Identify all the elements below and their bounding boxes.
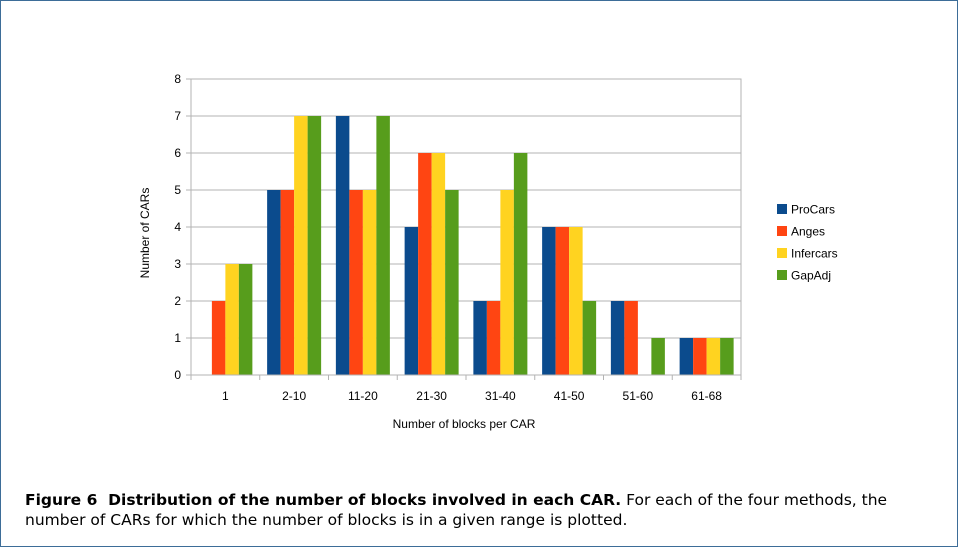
caption-label: Figure 6 bbox=[25, 491, 98, 509]
bar-chart: 0 1 2 3 4 5 6 7 8 1 2-10 11-20 21-30 31-40 41-50 51-60… bbox=[138, 72, 838, 431]
bar-anges-41-50 bbox=[555, 227, 570, 375]
y-tick-label: 1 bbox=[174, 331, 181, 345]
bar-gapadj-21-30 bbox=[445, 190, 459, 375]
bar-procars-51-60 bbox=[610, 301, 625, 375]
legend-label-infercars: Infercars bbox=[791, 247, 838, 261]
bar-anges-2-10 bbox=[280, 190, 295, 375]
figure-caption: Figure 6 Distribution of the number of b… bbox=[25, 490, 945, 530]
x-tick-label: 41-50 bbox=[554, 389, 585, 403]
bar-anges-1 bbox=[211, 301, 226, 375]
bar-procars-31-40 bbox=[473, 301, 487, 375]
y-tick-label: 0 bbox=[174, 368, 181, 382]
legend-swatch-procars bbox=[777, 204, 787, 214]
legend-swatch-gapadj bbox=[777, 270, 787, 280]
bar-procars-11-20 bbox=[335, 116, 350, 375]
bar-procars-2-10 bbox=[267, 190, 281, 375]
bar-infercars-31-40 bbox=[500, 190, 514, 375]
y-tick-labels: 0 1 2 3 4 5 6 7 8 bbox=[174, 72, 181, 382]
bar-gapadj-31-40 bbox=[513, 153, 528, 375]
bar-gapadj-51-60 bbox=[651, 338, 665, 375]
bar-procars-41-50 bbox=[542, 227, 556, 375]
bar-infercars-1 bbox=[225, 264, 239, 375]
bar-anges-61-68 bbox=[693, 338, 707, 375]
y-tick-label: 3 bbox=[174, 257, 181, 271]
chart-axes bbox=[190, 78, 742, 380]
legend-label-anges: Anges bbox=[791, 225, 825, 239]
bar-procars-61-68 bbox=[679, 338, 694, 375]
bar-gapadj-61-68 bbox=[720, 338, 734, 375]
y-axis-label: Number of CARs bbox=[138, 188, 152, 279]
y-tick-label: 8 bbox=[174, 72, 181, 86]
y-tick-label: 6 bbox=[174, 146, 181, 160]
x-tick-label: 21-30 bbox=[416, 389, 447, 403]
legend-swatch-infercars bbox=[777, 248, 787, 258]
y-tick-label: 5 bbox=[174, 183, 181, 197]
bar-infercars-41-50 bbox=[569, 227, 583, 375]
bar-procars-21-30 bbox=[404, 227, 419, 375]
chart-bars bbox=[211, 116, 734, 375]
bar-infercars-21-30 bbox=[431, 153, 446, 375]
x-tick-label: 1 bbox=[222, 389, 229, 403]
bar-gapadj-11-20 bbox=[376, 116, 390, 375]
chart-legend: ProCars Anges Infercars GapAdj bbox=[777, 203, 838, 283]
x-axis-label: Number of blocks per CAR bbox=[393, 417, 536, 431]
x-tick-label: 51-60 bbox=[623, 389, 654, 403]
caption-title: Distribution of the number of blocks inv… bbox=[108, 491, 622, 509]
y-tick-label: 4 bbox=[174, 220, 181, 234]
caption-text: For each of the four methods, the number… bbox=[25, 491, 888, 529]
legend-label-procars: ProCars bbox=[791, 203, 835, 217]
x-tick-labels: 1 2-10 11-20 21-30 31-40 41-50 51-60 61-68 bbox=[222, 389, 722, 403]
x-tick-label: 2-10 bbox=[282, 389, 306, 403]
x-tick-label: 11-20 bbox=[348, 389, 378, 403]
legend-swatch-anges bbox=[777, 226, 787, 236]
bar-gapadj-1 bbox=[238, 264, 253, 375]
bar-gapadj-41-50 bbox=[582, 301, 597, 375]
bar-anges-11-20 bbox=[349, 190, 363, 375]
y-tick-label: 2 bbox=[174, 294, 181, 308]
legend-label-gapadj: GapAdj bbox=[791, 269, 831, 283]
bar-gapadj-2-10 bbox=[307, 116, 322, 375]
x-tick-label: 61-68 bbox=[691, 389, 722, 403]
bar-anges-21-30 bbox=[418, 153, 432, 375]
bar-anges-51-60 bbox=[624, 301, 638, 375]
bar-infercars-2-10 bbox=[294, 116, 308, 375]
y-tick-label: 7 bbox=[174, 109, 181, 123]
x-tick-label: 31-40 bbox=[485, 389, 516, 403]
bar-infercars-11-20 bbox=[362, 190, 377, 375]
bar-anges-31-40 bbox=[486, 301, 501, 375]
bar-infercars-61-68 bbox=[706, 338, 721, 375]
